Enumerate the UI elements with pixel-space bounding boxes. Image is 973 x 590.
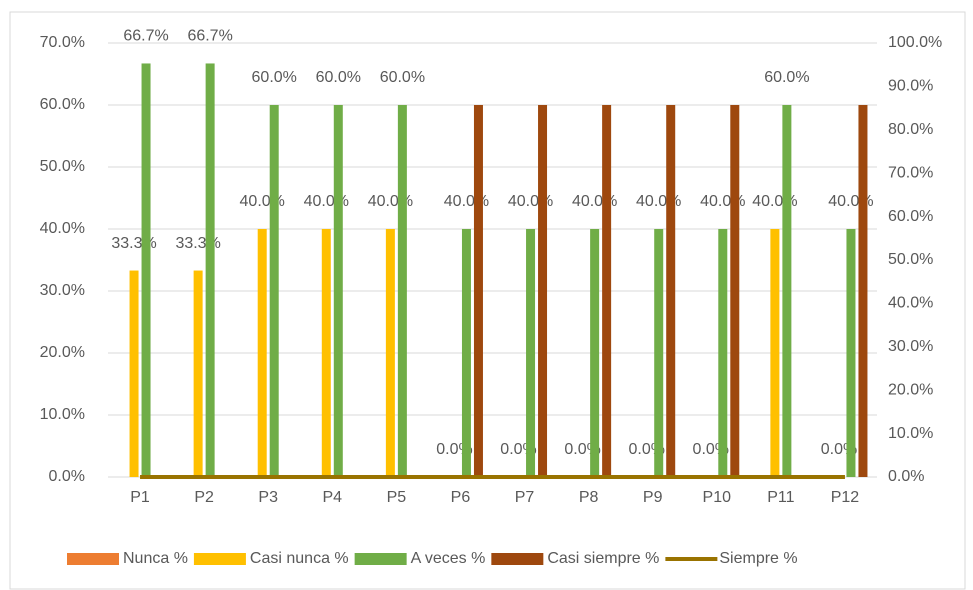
bar: [129, 270, 139, 477]
bar: [333, 105, 343, 477]
data-label: 66.7%: [123, 28, 168, 45]
bar: [770, 229, 780, 477]
legend-label: Casi siempre %: [547, 550, 659, 567]
x-tick-label: P2: [194, 489, 214, 506]
bar: [730, 105, 740, 477]
legend-label: Casi nunca %: [250, 550, 349, 567]
legend-swatch: [491, 553, 544, 565]
y-tick-label: 0.0%: [49, 468, 85, 485]
bar: [473, 105, 483, 477]
bar: [461, 229, 471, 477]
bar: [602, 105, 612, 477]
y-tick-label: 30.0%: [40, 282, 85, 299]
x-tick-label: P11: [767, 489, 794, 506]
bar: [538, 105, 548, 477]
data-label: 66.7%: [187, 28, 232, 45]
y2-tick-label: 0.0%: [888, 468, 924, 485]
bar: [205, 63, 215, 478]
y-tick-label: 40.0%: [40, 220, 85, 237]
legend-label: Siempre %: [719, 550, 797, 567]
y2-tick-label: 50.0%: [888, 251, 933, 268]
data-label: 60.0%: [380, 69, 425, 86]
y-tick-label: 20.0%: [40, 344, 85, 361]
bar: [141, 63, 151, 478]
y2-tick-label: 20.0%: [888, 381, 933, 398]
bar: [321, 229, 331, 477]
x-tick-label: P1: [130, 489, 150, 506]
y-tick-label: 60.0%: [40, 96, 85, 113]
bar: [193, 270, 203, 477]
y2-tick-label: 90.0%: [888, 78, 933, 95]
bar: [782, 105, 792, 477]
data-label: 60.0%: [252, 69, 297, 86]
x-tick-label: P9: [643, 489, 663, 506]
chart-frame: [9, 11, 966, 590]
bar: [718, 229, 728, 477]
y2-tick-label: 40.0%: [888, 295, 933, 312]
x-tick-label: P6: [451, 489, 471, 506]
y-tick-label: 50.0%: [40, 158, 85, 175]
bar: [654, 229, 664, 477]
y2-tick-label: 10.0%: [888, 425, 933, 442]
y2-tick-label: 70.0%: [888, 164, 933, 181]
bar: [858, 105, 868, 477]
bar: [590, 229, 600, 477]
bar: [385, 229, 395, 477]
y-tick-label: 10.0%: [40, 406, 85, 423]
y2-tick-label: 30.0%: [888, 338, 933, 355]
legend-label: Nunca %: [123, 550, 188, 567]
legend-label: A veces %: [411, 550, 486, 567]
x-tick-label: P7: [515, 489, 535, 506]
x-tick-label: P10: [703, 489, 732, 506]
bar: [257, 229, 267, 477]
x-tick-label: P4: [323, 489, 343, 506]
y2-tick-label: 60.0%: [888, 208, 933, 225]
bar: [397, 105, 407, 477]
y2-tick-label: 80.0%: [888, 121, 933, 138]
data-label: 60.0%: [764, 69, 809, 86]
x-tick-label: P5: [387, 489, 407, 506]
data-label: 60.0%: [316, 69, 361, 86]
bar: [666, 105, 676, 477]
x-tick-label: P12: [831, 489, 860, 506]
bar: [846, 229, 856, 477]
bar: [526, 229, 536, 477]
legend-swatch: [193, 553, 246, 565]
y2-tick-label: 100.0%: [888, 34, 942, 51]
x-tick-label: P8: [579, 489, 599, 506]
x-tick-label: P3: [258, 489, 278, 506]
legend-swatch: [67, 553, 119, 565]
legend-swatch: [354, 553, 407, 565]
y-tick-label: 70.0%: [40, 34, 85, 51]
bar: [269, 105, 279, 477]
